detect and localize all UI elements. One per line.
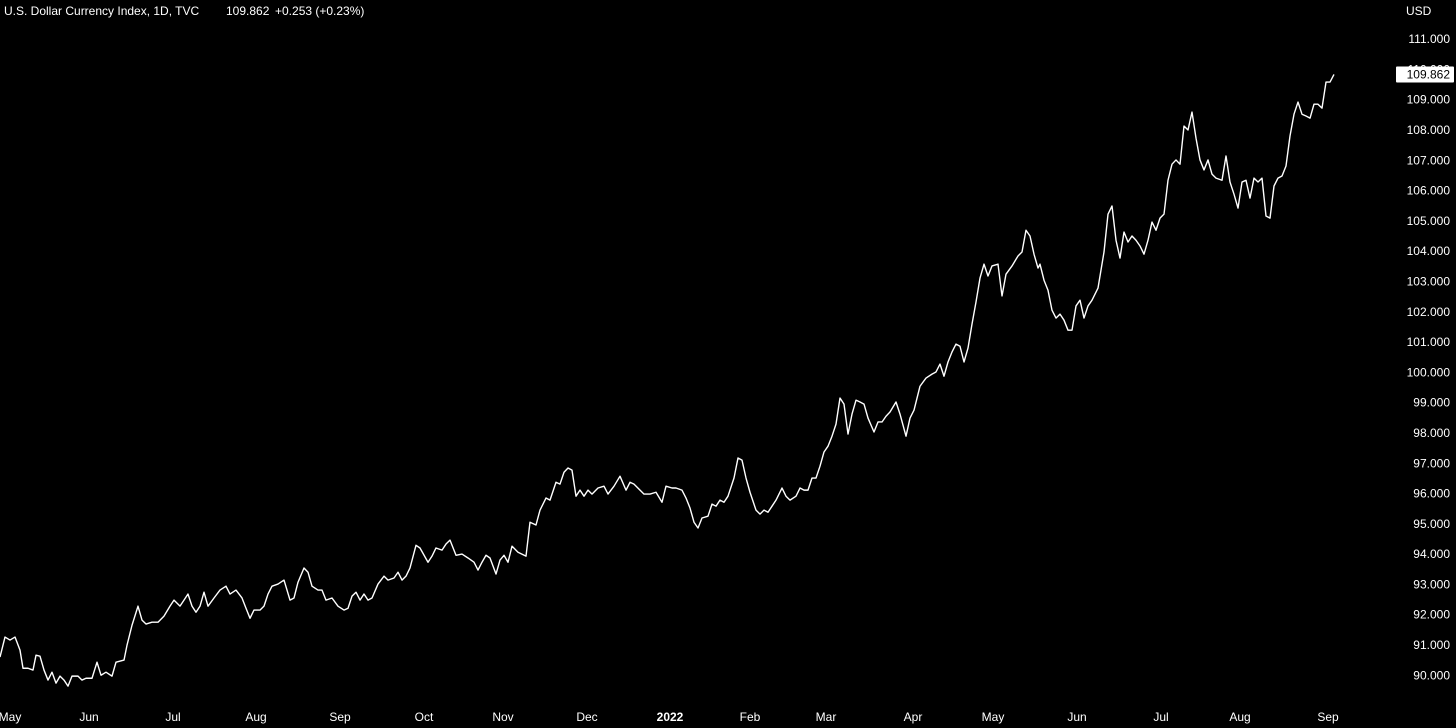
y-tick-label: 96.000 (1413, 487, 1450, 501)
x-tick-label: Jul (1153, 710, 1168, 724)
x-tick-label: Dec (576, 710, 597, 724)
y-tick-label: 111.000 (1408, 32, 1450, 46)
y-tick-label: 105.000 (1407, 214, 1451, 228)
x-tick-label: Feb (740, 710, 761, 724)
y-tick-label: 98.000 (1413, 426, 1450, 440)
y-tick-label: 102.000 (1407, 305, 1451, 319)
y-tick-label: 97.000 (1413, 456, 1450, 470)
y-tick-label: 104.000 (1407, 244, 1451, 258)
y-tick-label: 106.000 (1407, 184, 1451, 198)
header-change: +0.253 (+0.23%) (275, 4, 364, 18)
y-tick-label: 90.000 (1413, 668, 1450, 682)
chart-title: U.S. Dollar Currency Index, 1D, TVC (4, 4, 200, 18)
y-tick-label: 103.000 (1407, 274, 1451, 288)
x-tick-label: Aug (245, 710, 266, 724)
x-tick-label: 2022 (657, 710, 684, 724)
header-price: 109.862 (226, 4, 270, 18)
y-tick-label: 108.000 (1407, 123, 1451, 137)
y-tick-label: 91.000 (1413, 638, 1450, 652)
x-tick-label: Mar (816, 710, 837, 724)
price-line (0, 74, 1335, 687)
last-price-label: 109.862 (1407, 68, 1451, 82)
y-tick-label: 101.000 (1407, 335, 1451, 349)
last-price-box (1396, 66, 1454, 83)
x-tick-label: Aug (1229, 710, 1250, 724)
x-tick-label: Nov (492, 710, 513, 724)
x-tick-label: Sep (1317, 710, 1339, 724)
x-tick-label: Oct (415, 710, 434, 724)
y-tick-label: 99.000 (1413, 396, 1450, 410)
x-tick-label: Apr (904, 710, 923, 724)
y-axis-label: USD (1406, 4, 1432, 18)
y-tick-label: 100.000 (1407, 365, 1451, 379)
x-tick-label: Jun (79, 710, 98, 724)
y-tick-label: 109.000 (1407, 93, 1451, 107)
y-tick-label: 93.000 (1413, 577, 1450, 591)
y-tick-label: 92.000 (1413, 608, 1450, 622)
y-tick-label: 107.000 (1407, 153, 1451, 167)
x-tick-label: Jul (165, 710, 180, 724)
y-tick-label: 94.000 (1413, 547, 1450, 561)
x-tick-label: Sep (329, 710, 351, 724)
x-tick-label: Jun (1067, 710, 1086, 724)
y-tick-label: 95.000 (1413, 517, 1450, 531)
x-tick-label: May (982, 710, 1005, 724)
x-tick-label: May (0, 710, 21, 724)
